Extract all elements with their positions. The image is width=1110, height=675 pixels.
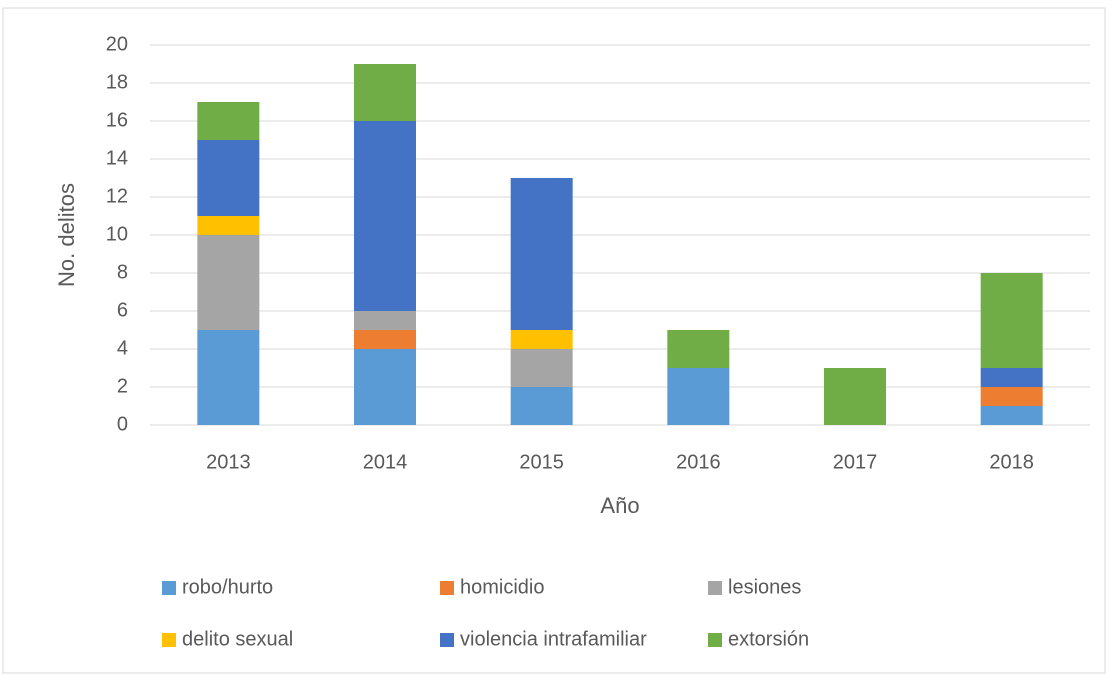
bar-segment xyxy=(354,349,416,425)
legend-label: extorsión xyxy=(728,628,809,650)
y-tick-label: 12 xyxy=(106,185,128,207)
x-tick-label: 2017 xyxy=(833,451,878,473)
bar-segment xyxy=(510,330,573,349)
bar-segment xyxy=(667,330,730,368)
legend-swatch xyxy=(162,581,176,595)
x-tick-label: 2018 xyxy=(989,451,1034,473)
y-tick-label: 18 xyxy=(106,71,128,93)
legend-swatch xyxy=(440,633,454,647)
bar-segment xyxy=(354,311,416,330)
legend-swatch xyxy=(708,633,722,647)
bar-segment xyxy=(510,387,573,425)
bar-segment xyxy=(197,140,260,216)
y-tick-label: 14 xyxy=(106,147,128,169)
y-tick-label: 2 xyxy=(117,375,128,397)
bar-segment xyxy=(980,273,1043,368)
legend-label: violencia intrafamiliar xyxy=(460,628,647,650)
bar-segment xyxy=(354,64,416,121)
legend-label: delito sexual xyxy=(182,628,293,650)
x-tick-label: 2013 xyxy=(206,451,251,473)
chart-border xyxy=(2,7,1106,674)
legend-label: lesiones xyxy=(728,576,801,598)
x-tick-label: 2016 xyxy=(676,451,721,473)
bar-segment xyxy=(980,406,1043,425)
y-tick-label: 10 xyxy=(106,223,128,245)
y-tick-label: 6 xyxy=(117,299,128,321)
x-axis-label: Año xyxy=(600,493,639,518)
bar-segment xyxy=(197,102,260,140)
bar-segment xyxy=(510,178,573,330)
y-tick-label: 8 xyxy=(117,261,128,283)
x-tick-label: 2015 xyxy=(519,451,564,473)
bar-segment xyxy=(824,368,886,425)
legend-swatch xyxy=(162,633,176,647)
x-tick-label: 2014 xyxy=(363,451,408,473)
bar-segment xyxy=(667,368,730,425)
y-tick-label: 20 xyxy=(106,33,128,55)
y-tick-label: 4 xyxy=(117,337,128,359)
bar-segment xyxy=(197,330,260,425)
bar-segment xyxy=(510,349,573,387)
legend-swatch xyxy=(708,581,722,595)
bar-segment xyxy=(980,387,1043,406)
legend-swatch xyxy=(440,581,454,595)
bar-segment xyxy=(197,216,260,235)
y-tick-label: 16 xyxy=(106,109,128,131)
bar-segment xyxy=(980,368,1043,387)
y-axis-label: No. delitos xyxy=(54,183,79,287)
y-tick-label: 0 xyxy=(117,413,128,435)
legend-label: robo/hurto xyxy=(182,576,273,598)
bar-segment xyxy=(354,330,416,349)
bar-segment xyxy=(354,121,416,311)
legend-label: homicidio xyxy=(460,576,544,598)
bar-segment xyxy=(197,235,260,330)
